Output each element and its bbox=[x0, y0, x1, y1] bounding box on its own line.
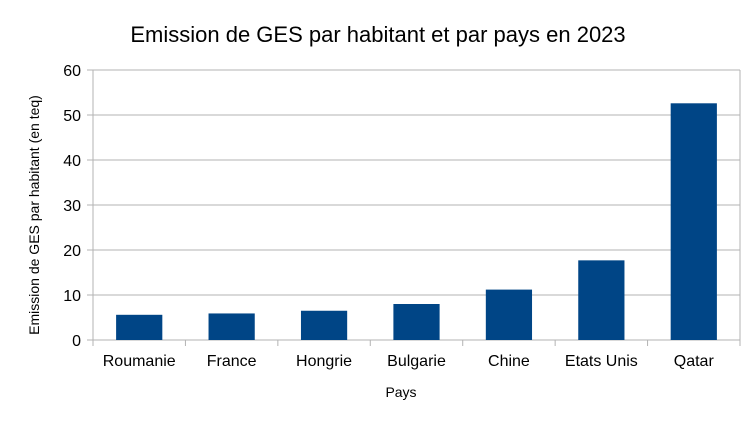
y-tick-label: 50 bbox=[63, 108, 81, 125]
x-tick-label: Hongrie bbox=[296, 353, 352, 370]
bar bbox=[116, 314, 163, 340]
y-axis-ticks: 0 10 20 30 40 50 60 bbox=[63, 63, 81, 350]
bar bbox=[578, 260, 625, 340]
y-tick-label: 60 bbox=[63, 63, 81, 80]
y-tick-label: 20 bbox=[63, 243, 81, 260]
bar bbox=[485, 289, 533, 340]
x-tick-label: Bulgarie bbox=[387, 353, 446, 370]
x-tick-label: Chine bbox=[488, 353, 530, 370]
gridlines bbox=[87, 69, 741, 346]
y-tick-label: 30 bbox=[63, 198, 81, 215]
y-axis-label: Emission de GES par habitant (en teq) bbox=[26, 95, 42, 335]
bar bbox=[300, 310, 348, 340]
x-tick-label: Qatar bbox=[674, 353, 715, 370]
y-tick-label: 40 bbox=[63, 153, 81, 170]
bars bbox=[116, 103, 717, 340]
chart-title: Emission de GES par habitant et par pays… bbox=[130, 22, 625, 47]
x-tick-label: Etats Unis bbox=[565, 353, 638, 370]
x-tick-label: France bbox=[207, 353, 257, 370]
bar bbox=[670, 103, 717, 340]
bar bbox=[208, 313, 255, 340]
x-axis-label: Pays bbox=[385, 384, 416, 400]
x-axis-ticks: Roumanie France Hongrie Bulgarie Chine Etats … bbox=[103, 353, 715, 370]
x-tick-label: Roumanie bbox=[103, 353, 176, 370]
y-tick-label: 10 bbox=[63, 288, 81, 305]
y-tick-label: 0 bbox=[72, 333, 81, 350]
bar bbox=[393, 304, 440, 340]
